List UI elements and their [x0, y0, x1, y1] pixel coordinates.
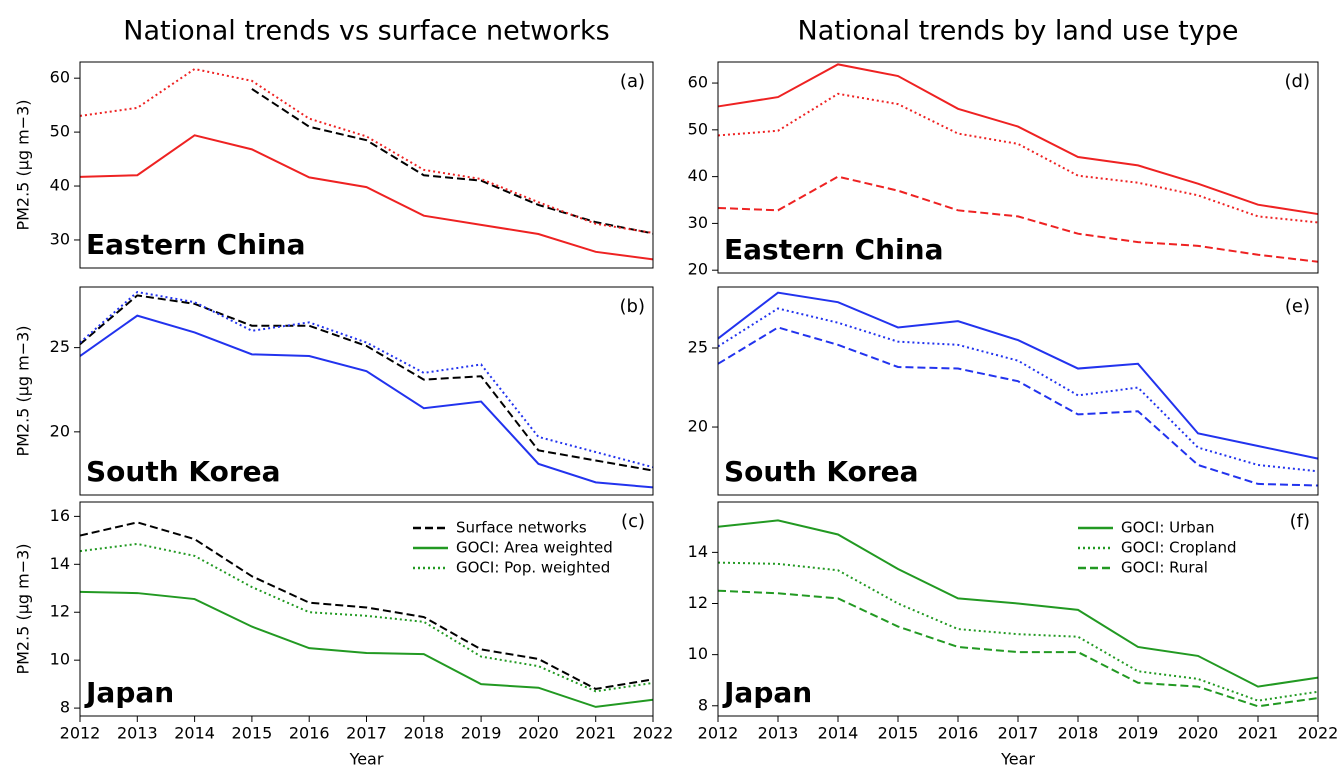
x-tick-label: 2020: [518, 724, 559, 743]
x-tick-label: 2012: [60, 724, 101, 743]
series-line: [251, 88, 654, 235]
panel-label: (d): [1285, 71, 1310, 92]
x-axis-label: Year: [1000, 750, 1035, 769]
series-line: [79, 314, 654, 489]
region-label: South Korea: [86, 455, 281, 488]
y-tick-label: 30: [688, 213, 708, 232]
x-tick-label: 2019: [1118, 724, 1159, 743]
plot-frame: [717, 61, 1319, 274]
x-tick-label: 2017: [998, 724, 1039, 743]
y-tick-label: 40: [50, 176, 70, 195]
x-axis-label: Year: [349, 750, 384, 769]
plot-frame: [79, 61, 654, 269]
y-tick-label: 25: [50, 337, 70, 356]
x-tick-label: 2019: [461, 724, 502, 743]
panel-label: (b): [620, 296, 645, 317]
series-line: [717, 291, 1319, 460]
plot-frame: [79, 501, 654, 717]
column-title: National trends by land use type: [798, 16, 1239, 47]
legend-label: GOCI: Area weighted: [456, 539, 613, 557]
y-tick-label: 14: [50, 554, 70, 573]
series-line: [79, 590, 654, 708]
x-tick-label: 2018: [1058, 724, 1099, 743]
y-tick-label: 60: [688, 73, 708, 92]
y-tick-label: 30: [50, 229, 70, 248]
x-tick-label: 2015: [232, 724, 273, 743]
series-line: [79, 67, 654, 234]
y-tick-label: 40: [688, 166, 708, 185]
y-tick-label: 25: [688, 338, 708, 357]
region-label: South Korea: [724, 455, 919, 488]
y-tick-label: 14: [688, 542, 708, 561]
series-line: [717, 519, 1319, 688]
series-line: [717, 92, 1319, 224]
y-tick-label: 50: [50, 122, 70, 141]
series-line: [717, 589, 1319, 708]
y-tick-label: 50: [688, 119, 708, 138]
y-tick-label: 12: [688, 593, 708, 612]
region-label: Eastern China: [724, 233, 943, 266]
legend-label: Surface networks: [456, 519, 587, 537]
y-tick-label: 10: [688, 644, 708, 663]
y-axis-label: PM2.5 (μg m−3): [14, 543, 33, 674]
series-line: [717, 63, 1319, 216]
legend-label: GOCI: Pop. weighted: [456, 559, 610, 577]
series-line: [717, 307, 1319, 473]
region-label: Japan: [84, 676, 174, 709]
series-line: [717, 561, 1319, 702]
legend-label: GOCI: Urban: [1121, 519, 1215, 537]
panel-label: (f): [1290, 511, 1310, 532]
plot-frame: [717, 501, 1319, 717]
series-line: [79, 290, 654, 469]
y-tick-label: 60: [50, 68, 70, 87]
y-tick-label: 10: [50, 650, 70, 669]
x-tick-label: 2021: [575, 724, 616, 743]
x-tick-label: 2018: [403, 724, 444, 743]
x-tick-label: 2021: [1238, 724, 1279, 743]
x-tick-label: 2016: [938, 724, 979, 743]
y-tick-label: 16: [50, 506, 70, 525]
y-axis-label: PM2.5 (μg m−3): [14, 325, 33, 456]
x-tick-label: 2020: [1178, 724, 1219, 743]
panel-label: (e): [1285, 296, 1310, 317]
plot-frame: [79, 286, 654, 496]
y-tick-label: 12: [50, 602, 70, 621]
x-tick-label: 2022: [1298, 724, 1339, 743]
y-tick-label: 20: [50, 421, 70, 440]
series-line: [79, 542, 654, 693]
plot-frame: [717, 286, 1319, 496]
series-line: [717, 326, 1319, 487]
legend-label: GOCI: Cropland: [1121, 539, 1237, 557]
series-line: [79, 294, 654, 472]
panel-label: (c): [621, 511, 645, 532]
y-tick-label: 8: [698, 695, 708, 714]
x-tick-label: 2012: [698, 724, 739, 743]
x-tick-label: 2013: [117, 724, 158, 743]
x-tick-label: 2015: [878, 724, 919, 743]
series-line: [79, 134, 654, 261]
y-tick-label: 20: [688, 260, 708, 279]
legend-label: GOCI: Rural: [1121, 559, 1208, 577]
y-axis-label: PM2.5 (μg m−3): [14, 99, 33, 230]
x-tick-label: 2014: [818, 724, 859, 743]
y-tick-label: 20: [688, 417, 708, 436]
x-tick-label: 2016: [289, 724, 330, 743]
x-tick-label: 2014: [174, 724, 215, 743]
x-tick-label: 2017: [346, 724, 387, 743]
series-line: [79, 521, 654, 690]
x-tick-label: 2022: [633, 724, 674, 743]
region-label: Eastern China: [86, 228, 305, 261]
y-tick-label: 8: [60, 698, 70, 717]
x-tick-label: 2013: [758, 724, 799, 743]
region-label: Japan: [722, 676, 812, 709]
column-title: National trends vs surface networks: [123, 16, 609, 47]
series-line: [717, 175, 1319, 263]
panel-label: (a): [620, 71, 645, 92]
